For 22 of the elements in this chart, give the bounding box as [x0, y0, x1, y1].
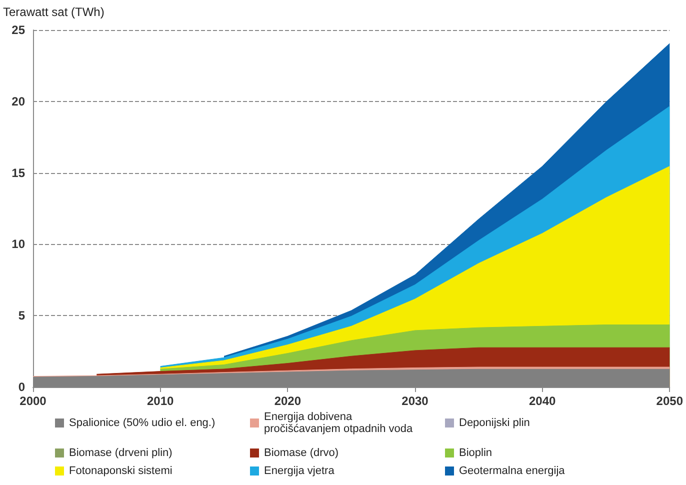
- y-tick-label: 15: [12, 166, 26, 180]
- legend-label: Energija dobivena pročišćavanjem otpadnih voda: [264, 411, 414, 435]
- legend-label: Energija vjetra: [264, 465, 336, 477]
- y-tick-label: 0: [18, 380, 26, 394]
- x-tick-label: 2040: [528, 394, 556, 408]
- x-tick-label: 2020: [274, 394, 302, 408]
- x-tick-label: 2000: [20, 394, 47, 408]
- legend-label: Fotonaponski sistemi: [69, 465, 172, 477]
- legend-label: Bioplin: [459, 447, 492, 459]
- legend-label: Biomase (drveni plin): [69, 447, 172, 459]
- legend-label: Deponijski plin: [459, 417, 530, 429]
- y-tick-label: 20: [12, 94, 26, 108]
- y-axis-title: Terawatt sat (TWh): [3, 5, 104, 19]
- y-tick-label: 5: [18, 308, 26, 323]
- legend-label: Biomase (drvo): [264, 447, 339, 459]
- x-tick-label: 2030: [402, 394, 429, 408]
- x-tick-label: 2050: [656, 394, 684, 408]
- x-tick-label: 2010: [146, 394, 174, 408]
- legend-label: Geotermalna energija: [459, 465, 566, 477]
- y-tick-label: 25: [12, 23, 26, 37]
- y-tick-label: 10: [12, 237, 26, 252]
- legend-label: Spalionice (50% udio el. eng.): [69, 417, 216, 429]
